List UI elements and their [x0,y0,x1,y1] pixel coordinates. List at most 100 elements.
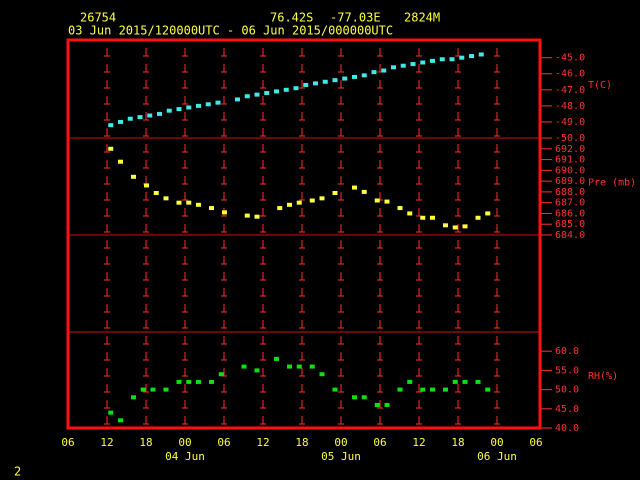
y-tick-label: -46.0 [555,69,585,80]
y-tick-label: -48.0 [555,101,585,112]
y-axis-label: RH(%) [588,371,618,382]
data-point [215,100,221,105]
page-number: 2 [14,465,21,479]
data-point [209,206,214,211]
data-point [374,198,380,203]
data-point [274,356,279,361]
y-tick-label: 689.0 [555,176,585,187]
longitude: -77.03E [330,11,381,25]
data-point [459,55,465,60]
data-point [287,364,292,369]
data-point [397,206,403,211]
data-point [108,146,114,151]
data-point [443,223,448,228]
data-point [277,206,283,211]
data-point [361,73,367,78]
data-point [469,54,474,59]
data-point [196,202,201,207]
data-point [163,196,169,201]
data-point [176,200,182,205]
data-point [264,91,270,96]
data-point [118,159,123,164]
data-point [439,57,445,62]
data-point [150,387,156,392]
data-point [485,387,491,392]
data-point [319,196,325,201]
data-point [157,111,162,116]
data-point [222,210,227,215]
data-point [332,190,338,195]
data-point [296,364,302,369]
x-tick-label: 12 [412,436,425,449]
data-point [313,81,318,86]
x-tick-label: 06 [373,436,386,449]
data-point [131,174,136,179]
data-point [391,65,396,70]
y-tick-label: 686.0 [555,208,585,219]
data-point [241,364,247,369]
x-tick-label: 06 [217,436,230,449]
data-point [342,76,348,81]
y-tick-label: 692.0 [555,144,585,155]
data-point [303,82,309,87]
data-point [384,402,390,407]
x-tick-label: 00 [490,436,503,449]
latitude: 76.42S [270,11,313,25]
data-point [287,202,292,207]
data-point [244,94,250,99]
data-point [293,86,299,91]
data-point [462,379,468,384]
data-point [309,198,315,203]
x-tick-label: 18 [295,436,308,449]
data-point [420,215,426,220]
data-point [449,57,455,62]
elevation: 2824M [404,11,440,25]
y-axis-label: Pre (mb) [588,178,636,189]
data-point [218,372,224,377]
day-label: 04 Jun [165,450,205,463]
data-point [131,395,136,400]
y-tick-label: 60.0 [555,346,579,357]
y-tick-label: 685.0 [555,219,585,230]
data-point [108,410,114,415]
data-point [430,58,435,63]
data-point [309,364,315,369]
data-point [254,214,260,219]
data-point [420,387,426,392]
data-point [196,379,201,384]
x-tick-label: 00 [334,436,347,449]
y-tick-label: 40.0 [555,423,579,434]
data-point [322,79,328,84]
data-point [244,213,250,218]
data-point [420,60,426,65]
data-point [137,115,143,120]
data-point [296,200,302,205]
x-tick-label: 12 [256,436,269,449]
x-tick-label: 06 [529,436,542,449]
data-point [374,402,380,407]
data-point [332,387,338,392]
x-tick-label: 18 [451,436,464,449]
data-point [186,379,192,384]
y-tick-label: 687.0 [555,198,585,209]
x-tick-label: 12 [100,436,113,449]
data-point [352,395,357,400]
data-point [254,92,260,97]
data-point [196,103,201,108]
data-point [254,368,260,373]
day-label: 05 Jun [321,450,361,463]
data-point [361,189,367,194]
data-point [371,70,377,75]
frame [66,38,542,430]
data-point [235,97,240,102]
data-point [475,215,481,220]
data-point [452,379,458,384]
data-point [400,63,406,68]
y-axis-label: T(C) [588,80,612,91]
data-point [163,387,169,392]
y-tick-label: 50.0 [555,385,579,396]
station-id: 26754 [80,11,116,25]
y-tick-label: 688.0 [555,187,585,198]
data-point [407,379,413,384]
